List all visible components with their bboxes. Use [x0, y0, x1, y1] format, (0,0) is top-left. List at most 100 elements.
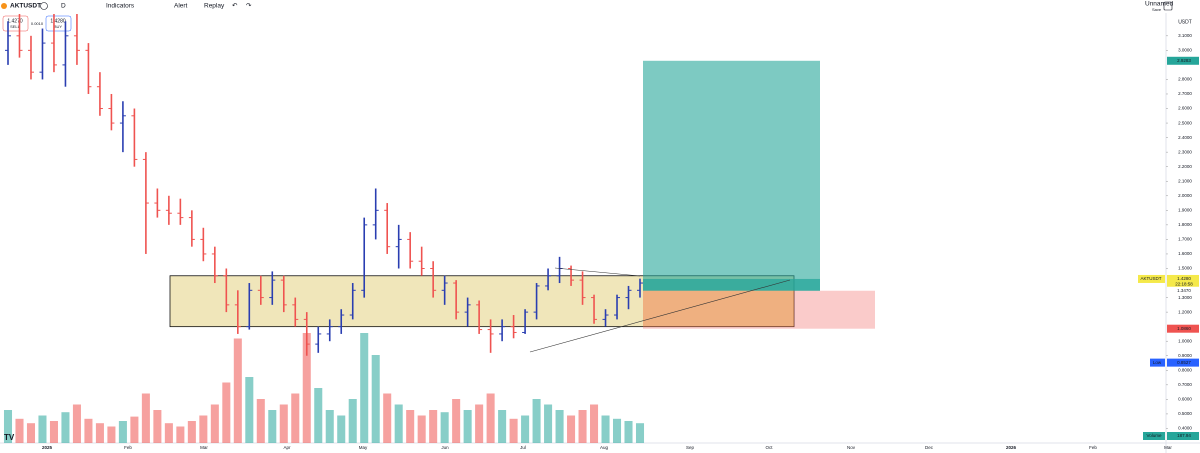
- volume-bar: [383, 393, 392, 443]
- volume-bar: [15, 418, 24, 443]
- compare[interactable]: [40, 2, 48, 10]
- volume-bar: [417, 415, 426, 443]
- volume-bar: [26, 423, 36, 443]
- y-tick-label: 1.8000: [1178, 222, 1192, 227]
- x-tick-label: May: [359, 445, 368, 450]
- replay[interactable]: Replay: [204, 3, 225, 10]
- x-tick-label: Aug: [600, 445, 609, 450]
- volume-bar: [371, 355, 380, 443]
- volume-bar: [84, 418, 93, 443]
- y-tick-label: 2.5000: [1178, 120, 1192, 125]
- y-tick-label: 1.6000: [1178, 251, 1192, 256]
- y-tick-label: 1.2000: [1178, 309, 1192, 314]
- y-tick-label: 1.5000: [1178, 266, 1192, 271]
- x-tick-label: Nov: [847, 445, 856, 450]
- symbol-tag: AKTUSDT: [1140, 276, 1161, 281]
- volume-bar: [532, 399, 541, 443]
- volume-bar: [612, 418, 622, 443]
- volume-bar: [544, 404, 553, 443]
- volume-bar: [49, 421, 58, 443]
- y-tick-label: 2.7000: [1178, 91, 1192, 96]
- x-tick-label: Jul: [520, 445, 526, 450]
- volume-bar: [256, 399, 265, 443]
- symbol-tag-bg: [1138, 274, 1165, 283]
- buy-label: BUY: [54, 24, 63, 29]
- volume-bar: [291, 393, 300, 443]
- redo[interactable]: ↷: [246, 3, 252, 10]
- x-tick-label: Feb: [1089, 445, 1097, 450]
- y-tick-label: 1.9000: [1178, 208, 1192, 213]
- volume-bar: [233, 338, 242, 443]
- volume-bar: [440, 412, 449, 443]
- volume-bar: [452, 399, 461, 443]
- spread: 0.0010: [31, 21, 44, 26]
- target-price-bg: [1167, 56, 1199, 65]
- volume-bar: [268, 410, 277, 443]
- volume-bar: [302, 333, 311, 443]
- volume-bar: [624, 421, 633, 443]
- volume-bar: [38, 415, 47, 443]
- volume-bar: [222, 382, 231, 443]
- y-tick-label: 2.8000: [1178, 77, 1192, 82]
- volume-bar: [463, 410, 472, 443]
- y-tick-label: 1.0000: [1178, 338, 1192, 343]
- x-tick-label: Feb: [124, 445, 132, 450]
- volume-bar: [521, 415, 530, 443]
- y-tick-label: 0.5000: [1178, 411, 1192, 416]
- alert[interactable]: Alert: [174, 3, 188, 10]
- volume-bar: [348, 399, 357, 443]
- volume-bar: [337, 415, 346, 443]
- layout-name[interactable]: Unnamed: [1145, 1, 1174, 8]
- low-price-bg: [1167, 358, 1199, 367]
- volume-tag-bg: [1167, 432, 1199, 440]
- x-tick-label: Sep: [686, 445, 695, 450]
- volume-bar: [210, 404, 219, 443]
- volume-bar: [509, 418, 518, 443]
- volume-bar: [72, 404, 81, 443]
- volume-name: Volume: [1146, 433, 1162, 438]
- toolbar: AKTUSDT D Indicators Alert Replay ↶ ↷ Un…: [0, 0, 1200, 13]
- volume-bar: [314, 388, 323, 443]
- volume-bar: [555, 410, 564, 443]
- currency: USDT: [1178, 19, 1192, 25]
- stop-price: 1.0860: [1177, 326, 1191, 331]
- y-tick-label: 1.3000: [1178, 295, 1192, 300]
- volume-bar: [187, 421, 196, 443]
- volume-bar: [475, 404, 484, 443]
- undo[interactable]: ↶: [232, 3, 238, 10]
- indicators[interactable]: Indicators: [106, 3, 135, 10]
- y-tick-label: 2.6000: [1178, 106, 1192, 111]
- save[interactable]: Save: [1152, 7, 1162, 12]
- sell-button[interactable]: [2, 15, 29, 32]
- volume-bar: [95, 423, 104, 443]
- volume-bar: [245, 377, 254, 443]
- volume-bar: [429, 410, 438, 443]
- y-tick-label: 0.6000: [1178, 397, 1192, 402]
- volume-bar: [61, 412, 70, 443]
- symbol[interactable]: AKTUSDT: [10, 3, 41, 10]
- y-tick-label: 0.7000: [1178, 382, 1192, 387]
- volume-bar: [141, 393, 150, 443]
- x-tick-label: Mar: [1164, 445, 1172, 450]
- entry-price: 1.3470: [1177, 288, 1191, 293]
- y-tick-label: 3.1000: [1178, 33, 1192, 38]
- plot: [3, 14, 1168, 443]
- volume-bar: [279, 404, 288, 443]
- x-tick-label: 2025: [42, 445, 53, 450]
- loss-zone-active: [643, 290, 794, 327]
- interval[interactable]: D: [61, 3, 66, 10]
- x-tick-label: 2026: [1006, 445, 1017, 450]
- y-tick-label: 0.8000: [1178, 367, 1192, 372]
- profit-zone-active: [643, 278, 820, 291]
- last-price-bg: [1167, 274, 1199, 288]
- volume-name-bg: [1143, 432, 1165, 440]
- volume-bar: [635, 423, 645, 443]
- fullscreen[interactable]: [1163, 1, 1173, 11]
- x-tick-label: Apr: [283, 445, 291, 450]
- volume-bar: [325, 410, 334, 443]
- trend-line: [529, 279, 791, 353]
- volume-bar: [118, 421, 127, 443]
